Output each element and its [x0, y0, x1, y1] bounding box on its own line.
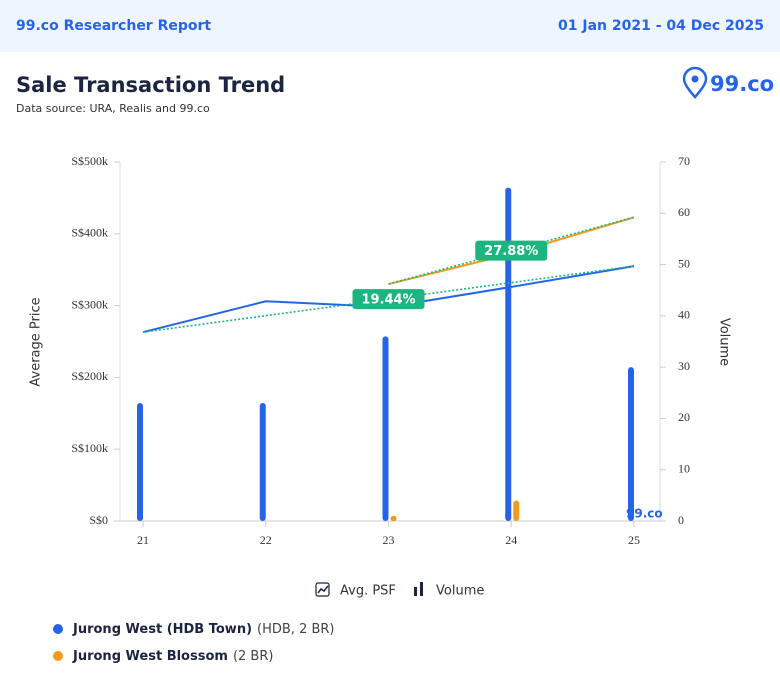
trend-line — [142, 265, 635, 333]
y-tick-label: S$500k — [71, 154, 108, 168]
trend-label: 27.88% — [484, 244, 538, 259]
legend-bar-icon — [414, 587, 417, 596]
series-legend-dot[interactable] — [53, 651, 63, 661]
series-name: Jurong West (HDB Town) — [72, 622, 252, 637]
y2-tick-label: 50 — [678, 256, 690, 270]
trend-badge — [352, 289, 425, 310]
watermark: 99.co — [626, 507, 663, 521]
legend-line-label[interactable]: Avg. PSF — [340, 584, 396, 599]
y-tick-label: S$200k — [71, 369, 108, 383]
volume-bar — [382, 336, 389, 521]
trend-label: 19.44% — [361, 293, 415, 308]
y-tick-label: S$400k — [71, 226, 108, 240]
logo-text: 99.co — [710, 72, 774, 96]
series-legend-label[interactable]: Jurong West Blossom (2 BR) — [72, 649, 273, 664]
legend-line-icon — [315, 582, 330, 597]
logo: 99.co — [682, 66, 774, 99]
y2-tick-label: 60 — [678, 205, 690, 219]
volume-bar — [259, 403, 266, 521]
x-tick-label: 22 — [260, 533, 272, 547]
header-band — [0, 0, 780, 52]
series-detail: (2 BR) — [233, 649, 274, 664]
x-tick-label: 23 — [383, 533, 395, 547]
x-tick-label: 21 — [137, 533, 149, 547]
legend-line-glyph — [317, 585, 329, 594]
y2-tick-label: 20 — [678, 410, 690, 424]
x-tick-label: 25 — [628, 533, 640, 547]
volume-bar — [513, 500, 520, 521]
volume-bar — [628, 367, 634, 521]
series-detail: (HDB, 2 BR) — [257, 622, 334, 637]
series-legend-dot[interactable] — [53, 624, 63, 634]
series-legend-label[interactable]: Jurong West (HDB Town) (HDB, 2 BR) — [72, 622, 335, 637]
y2-tick-label: 0 — [678, 513, 684, 527]
legend[interactable]: Avg. PSF Volume — [315, 582, 484, 599]
volume-bar — [505, 187, 512, 521]
y2-axis-label: Volume — [717, 318, 732, 366]
x-tick-label: 24 — [505, 533, 517, 547]
y2-tick-label: 10 — [678, 461, 690, 475]
logo-pin — [682, 66, 708, 99]
trend-badge — [475, 240, 548, 261]
y-tick-label: S$300k — [71, 297, 108, 311]
y-axis-label: Average Price — [29, 297, 44, 386]
y-tick-label: S$0 — [89, 513, 108, 527]
y2-tick-label: 30 — [678, 359, 690, 373]
legend-bar-icon — [420, 582, 423, 596]
series-name: Jurong West Blossom — [72, 649, 228, 664]
chart-subtitle: Data source: URA, Realis and 99.co — [16, 102, 210, 115]
y2-tick-label: 40 — [678, 308, 690, 322]
trend-line — [388, 216, 635, 285]
date-range: 01 Jan 2021 - 04 Dec 2025 — [558, 18, 764, 34]
chart-title: Sale Transaction Trend — [16, 73, 285, 97]
header-title: 99.co Researcher Report — [16, 18, 211, 34]
y2-tick-label: 70 — [678, 154, 690, 168]
logo-dot — [691, 75, 699, 83]
volume-bar — [137, 403, 143, 521]
volume-bar — [390, 515, 397, 521]
legend-bar-label[interactable]: Volume — [436, 584, 484, 599]
y-tick-label: S$100k — [71, 441, 108, 455]
